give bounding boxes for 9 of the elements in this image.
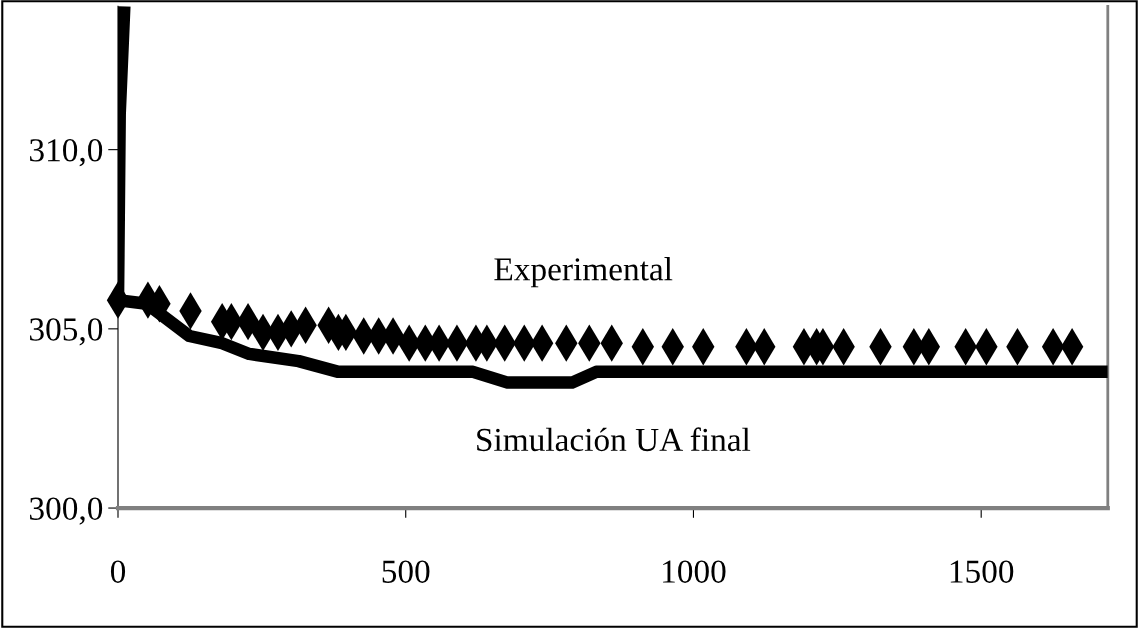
y-tick-label: 300,0 xyxy=(30,497,103,525)
x-tick-label: 1500 xyxy=(950,560,1014,583)
x-tick-label: 1000 xyxy=(663,560,726,583)
series-label: Experimental xyxy=(494,257,673,288)
y-tick-label: 310,0 xyxy=(30,139,103,167)
x-tick-label: 0 xyxy=(110,560,126,583)
series-label: Simulación UA final xyxy=(477,427,751,452)
x-tick-label: 500 xyxy=(382,560,430,583)
y-tick-label: 305,0 xyxy=(30,318,103,346)
